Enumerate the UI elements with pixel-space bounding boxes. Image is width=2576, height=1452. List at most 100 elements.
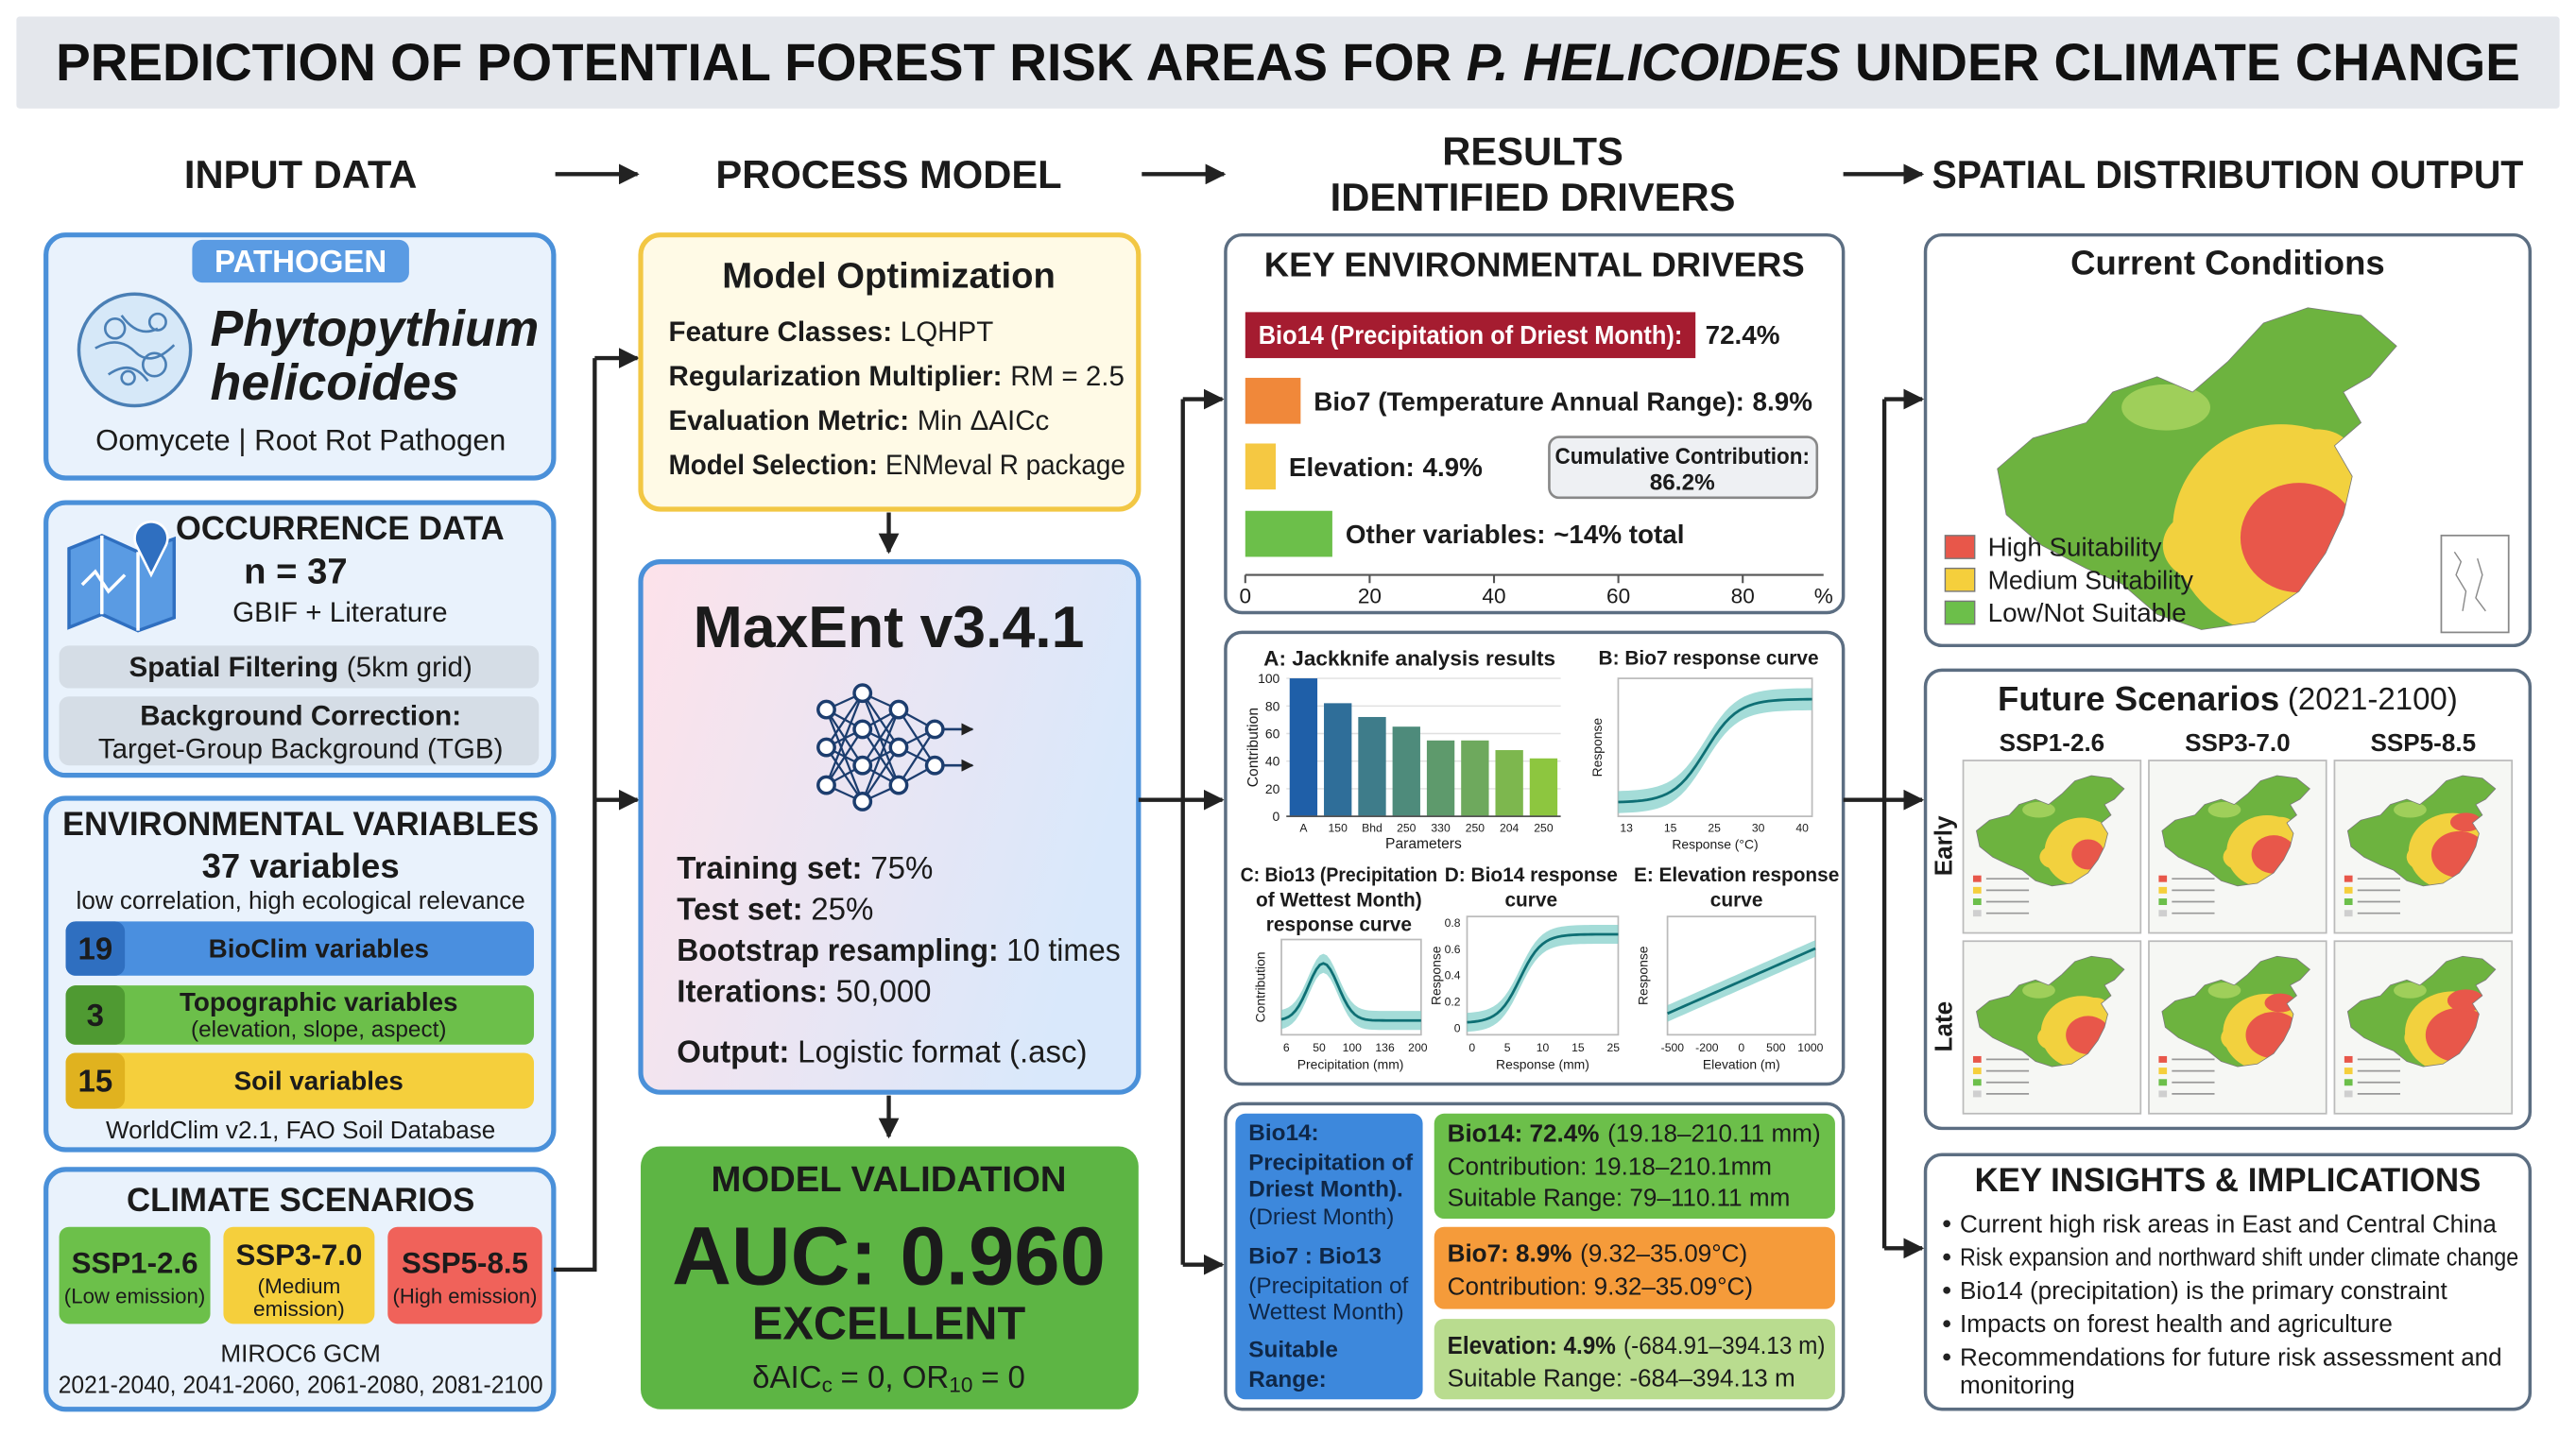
x-tick-label: Bhd (1362, 821, 1382, 834)
bar-name: Bio7 (Temperature Annual Range): (1314, 386, 1744, 416)
panel-title: of Wettest Month) (1256, 889, 1422, 911)
text-part: 25% (811, 891, 873, 926)
text-label: Cumulative Contribution: (1555, 444, 1810, 470)
axis-title: Contribution (1245, 708, 1262, 787)
text-part: (-684.91–394.13 m) (1623, 1331, 1825, 1359)
mini-legend-swatch (1972, 1090, 1982, 1098)
mini-legend-swatch (1972, 886, 1982, 894)
rich-text: Model Selection:ENMeval R package (669, 450, 1125, 481)
axis-title: Precipitation (mm) (1297, 1057, 1404, 1072)
column-header: IDENTIFIED DRIVERS (1331, 175, 1736, 219)
text-part: Model Selection: (669, 450, 878, 481)
x-tick-label: 0 (1738, 1041, 1744, 1054)
map-patch (2394, 982, 2427, 999)
network-node (816, 699, 836, 720)
network-link (825, 692, 864, 786)
text-label: 2021-2040, 2041-2060, 2061-2080, 2081-21… (59, 1371, 543, 1399)
y-tick-label: 0 (1454, 1021, 1461, 1034)
text-label: ENVIRONMENTAL VARIABLES (62, 807, 539, 843)
bar (1245, 312, 1696, 359)
text-label: n = 37 (244, 552, 347, 592)
y-tick-label: 0 (1273, 809, 1280, 824)
axis-title: Response (1428, 946, 1443, 1005)
pathogen-icon (94, 315, 176, 383)
response-curve (1280, 962, 1421, 1022)
x-tick-label: 13 (1620, 821, 1633, 834)
map-medium (2039, 845, 2071, 869)
info-chip (59, 696, 540, 766)
panel-title: C: Bio13 (Precipitation (1241, 864, 1438, 886)
rich-text: Spatial Filtering (5km grid) (129, 651, 472, 682)
scenario-box (59, 1226, 211, 1324)
x-tick-label: 150 (1329, 821, 1348, 834)
legend-label: High Suitability (1988, 533, 2162, 562)
x-tick-label: 200 (1408, 1041, 1428, 1054)
bar (1529, 758, 1558, 817)
x-tick-label: 0 (1240, 585, 1252, 608)
panel (638, 232, 1142, 512)
bar (1392, 726, 1420, 817)
bullet (1943, 1287, 1950, 1294)
bullet (1943, 1353, 1950, 1361)
network-node (852, 683, 873, 704)
text-part: (19.18–210.11 mm) (1607, 1119, 1821, 1148)
map-north (2267, 816, 2293, 832)
scenario-box (387, 1226, 542, 1324)
x-tick-label: -200 (1695, 1041, 1719, 1054)
x-tick-label: 25 (1606, 1041, 1620, 1054)
mini-legend-swatch (2344, 898, 2353, 905)
network-node (888, 737, 909, 758)
panel (43, 232, 557, 481)
title-bar (16, 16, 2560, 109)
text-label: Bio7 : Bio13 (1248, 1244, 1382, 1270)
bar (1245, 443, 1277, 490)
text-label: KEY INSIGHTS & IMPLICATIONS (1975, 1163, 2482, 1199)
pathogen-icon (103, 317, 127, 340)
network-link (825, 692, 864, 748)
text-label: Precipitation of (1248, 1150, 1414, 1175)
text-part: 10 times (1006, 931, 1121, 966)
text-label: (Precipitation of (1248, 1273, 1408, 1299)
map-patch (2394, 801, 2427, 818)
network-link (861, 709, 900, 766)
mini-legend-swatch (2158, 1090, 2168, 1098)
response-curve (1618, 697, 1812, 804)
text-label: WorldClim v2.1, FAO Soil Database (106, 1116, 495, 1144)
mini-legend-swatch (1972, 1068, 1982, 1075)
panel-title: curve (1504, 889, 1557, 911)
mini-legend-swatch (2344, 910, 2353, 917)
text-part: RM = 2.5 (1010, 361, 1125, 392)
text-label: Soil variables (234, 1067, 404, 1096)
rich-text: Test set: 25% (677, 891, 873, 926)
mini-legend-swatch (2344, 886, 2353, 894)
column-header: INPUT DATA (184, 152, 417, 196)
rich-text: Bio7 (Temperature Annual Range): 8.9% (1314, 386, 1812, 416)
x-tick-label: 40 (1795, 821, 1809, 834)
rich-text: Training set: 75% (677, 850, 933, 885)
bar (1426, 740, 1455, 817)
text-label: Wettest Month) (1248, 1300, 1404, 1325)
text-label: (Medium (257, 1274, 340, 1298)
map-outline (1976, 776, 2123, 886)
species-name: Phytopythium (211, 300, 540, 357)
text-label: Driest Month). (1248, 1176, 1403, 1202)
variable-count-bg (65, 921, 126, 976)
text-part: Bootstrap resampling: (677, 931, 998, 966)
bar (1461, 740, 1489, 817)
response-curve (1467, 932, 1619, 1024)
cumulative-box (1548, 436, 1819, 500)
y-tick-label: 0.4 (1445, 969, 1461, 982)
x-tick-label: 1000 (1797, 1041, 1823, 1054)
y-tick-label: 0.8 (1445, 916, 1461, 930)
map-patch (2022, 982, 2055, 999)
text-label: Suitable Range: 79–110.11 mm (1448, 1183, 1791, 1211)
text-part: (9.32–35.09°C) (1580, 1239, 1747, 1268)
text-part: 10 (949, 1373, 972, 1396)
mini-legend-swatch (1972, 1055, 1982, 1063)
variable-count: 3 (87, 998, 104, 1033)
x-tick-label: 0 (1468, 1041, 1475, 1054)
x-tick-label: -500 (1661, 1041, 1685, 1054)
insight-text: Impacts on forest health and agriculture (1960, 1309, 2393, 1338)
text-part: Spatial Filtering (129, 651, 338, 682)
